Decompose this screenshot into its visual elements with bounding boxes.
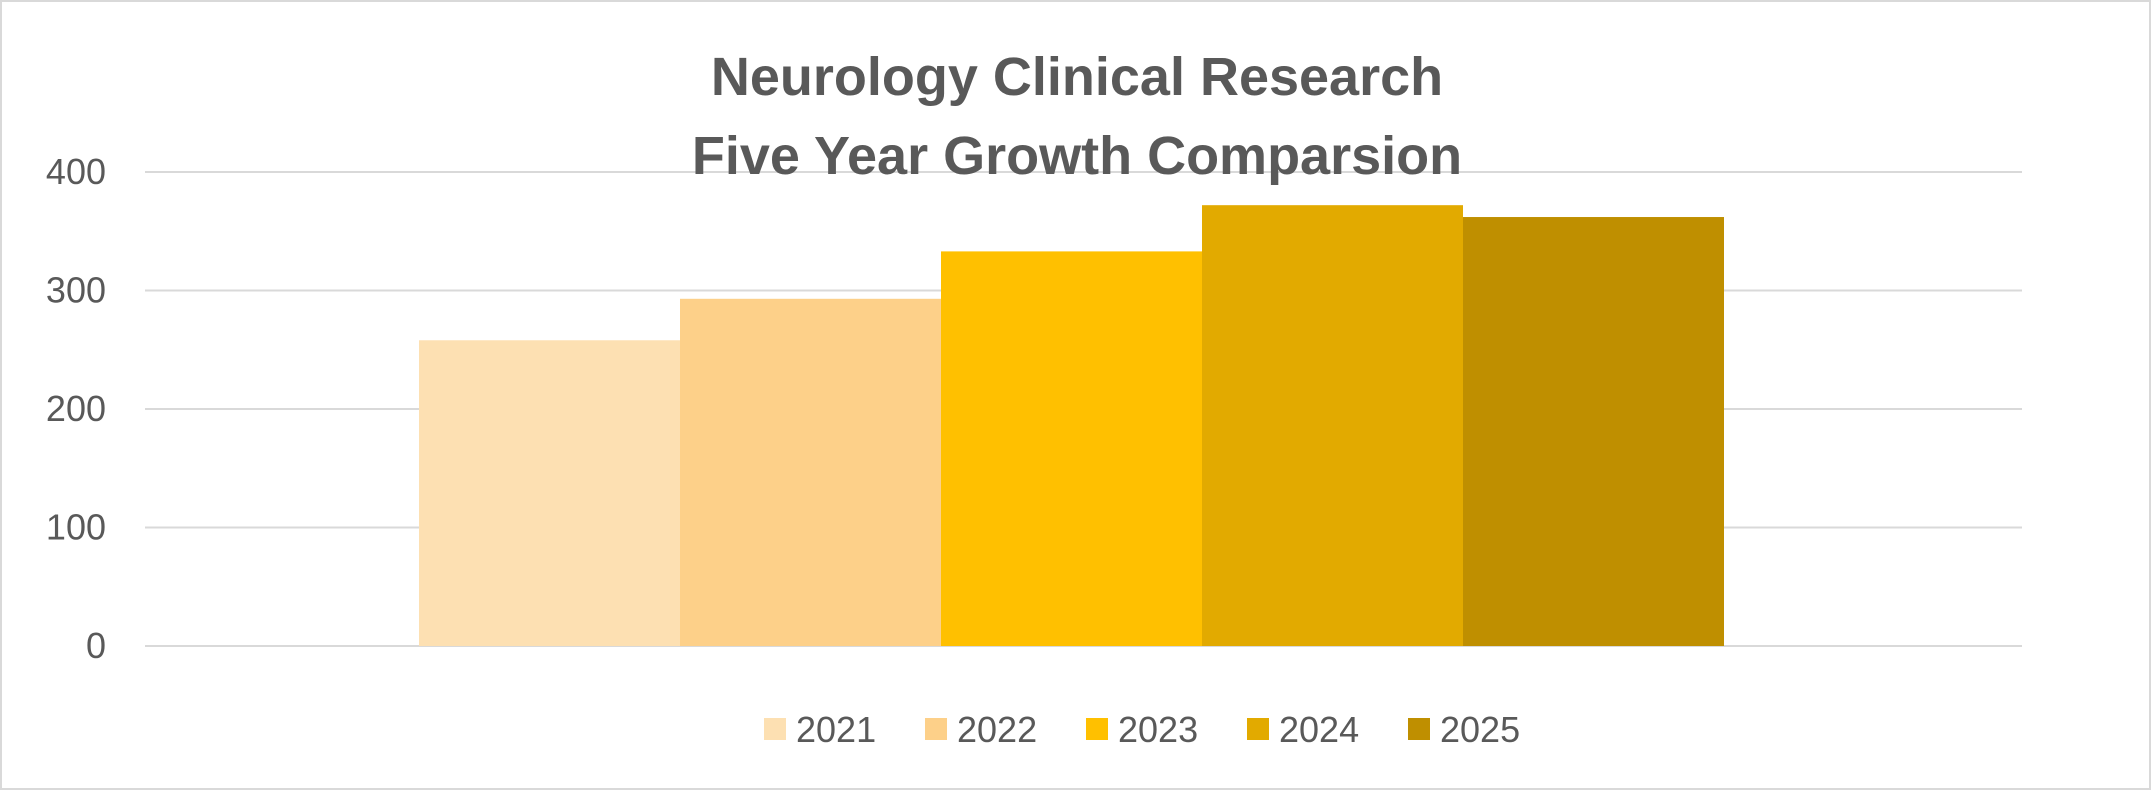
bar-2024 bbox=[1202, 205, 1463, 646]
y-tick-label: 400 bbox=[46, 151, 106, 192]
legend-swatch-2024 bbox=[1247, 718, 1269, 740]
y-tick-label: 100 bbox=[46, 507, 106, 548]
legend-label-2021: 2021 bbox=[796, 709, 876, 750]
y-tick-label: 0 bbox=[86, 625, 106, 666]
legend: 2021 2022 2023 2024 2025 bbox=[764, 709, 1520, 750]
y-tick-label: 200 bbox=[46, 388, 106, 429]
y-tick-label: 300 bbox=[46, 270, 106, 311]
legend-swatch-2021 bbox=[764, 718, 786, 740]
bar-2021 bbox=[419, 340, 680, 646]
legend-label-2025: 2025 bbox=[1440, 709, 1520, 750]
legend-swatch-2023 bbox=[1086, 718, 1108, 740]
y-axis-ticks: 0 100 200 300 400 bbox=[46, 151, 106, 666]
legend-label-2022: 2022 bbox=[957, 709, 1037, 750]
legend-label-2023: 2023 bbox=[1118, 709, 1198, 750]
legend-swatch-2022 bbox=[925, 718, 947, 740]
chart-title-line-2: Five Year Growth Comparsion bbox=[692, 126, 1462, 186]
bar-2022 bbox=[680, 298, 941, 646]
bars bbox=[419, 205, 1724, 646]
bar-2025 bbox=[1463, 217, 1724, 646]
legend-label-2024: 2024 bbox=[1279, 709, 1359, 750]
bar-2023 bbox=[941, 251, 1202, 646]
legend-swatch-2025 bbox=[1408, 718, 1430, 740]
chart-title-line-1: Neurology Clinical Research bbox=[711, 47, 1443, 107]
